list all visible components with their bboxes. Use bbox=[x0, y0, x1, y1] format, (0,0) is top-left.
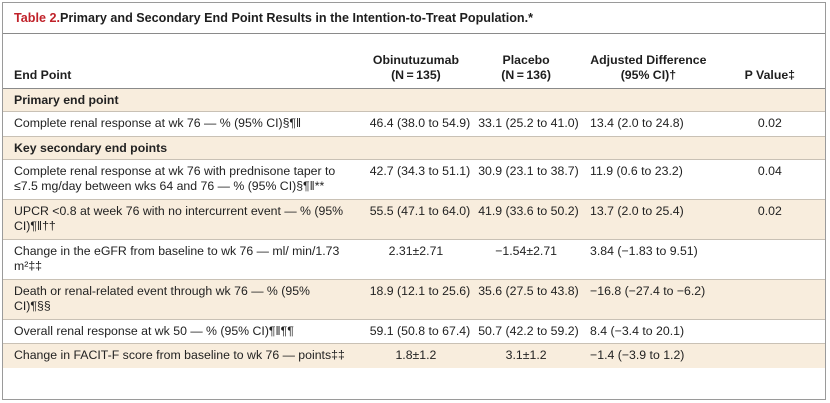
obinutuzumab-cell: 1.8±1.2 bbox=[361, 343, 471, 368]
table-row: Complete renal response at wk 76 with pr… bbox=[3, 159, 825, 200]
header-row: End Point Obinutuzumab (N = 135) Placebo… bbox=[3, 34, 825, 89]
endpoint-cell: Complete renal response at wk 76 — % (95… bbox=[3, 111, 362, 137]
endpoint-cell: Change in FACIT-F score from baseline to… bbox=[3, 343, 362, 368]
endpoint-cell: Change in the eGFR from baseline to wk 7… bbox=[3, 239, 362, 280]
header-obinutuzumab-n: (N = 135) bbox=[391, 68, 441, 82]
header-p-value: P Value‡ bbox=[744, 68, 796, 82]
header-placebo-n: (N = 136) bbox=[501, 68, 551, 82]
header-obinutuzumab-name: Obinutuzumab bbox=[372, 53, 459, 67]
header-adjusted-difference: Adjusted Difference (95% CI)† bbox=[582, 34, 715, 89]
p-value-cell bbox=[714, 279, 825, 320]
header-placebo-name: Placebo bbox=[502, 53, 550, 67]
placebo-cell: 50.7 (42.2 to 59.2) bbox=[470, 319, 583, 344]
endpoint-cell: Complete renal response at wk 76 with pr… bbox=[3, 159, 362, 200]
obinutuzumab-cell: 59.1 (50.8 to 67.4) bbox=[361, 319, 471, 344]
header-placebo: Placebo (N = 136) bbox=[470, 34, 582, 89]
table-row: Overall renal response at wk 50 — % (95%… bbox=[3, 319, 825, 344]
obinutuzumab-cell: 46.4 (38.0 to 54.9) bbox=[361, 111, 471, 137]
header-adjusted-difference-ci: (95% CI)† bbox=[620, 68, 677, 82]
table-row: Change in the eGFR from baseline to wk 7… bbox=[3, 239, 825, 280]
section-label: Key secondary end points bbox=[3, 136, 825, 160]
section-label: Primary end point bbox=[3, 88, 825, 112]
table-title: Table 2. Primary and Secondary End Point… bbox=[3, 3, 825, 34]
adjusted-difference-cell: −16.8 (−27.4 to −6.2) bbox=[582, 279, 715, 320]
results-table: End Point Obinutuzumab (N = 135) Placebo… bbox=[3, 34, 825, 368]
obinutuzumab-cell: 55.5 (47.1 to 64.0) bbox=[361, 199, 471, 240]
obinutuzumab-cell: 18.9 (12.1 to 25.6) bbox=[361, 279, 471, 320]
section-row-primary: Primary end point bbox=[3, 88, 825, 112]
adjusted-difference-cell: 13.4 (2.0 to 24.8) bbox=[582, 111, 715, 137]
table-row: Complete renal response at wk 76 — % (95… bbox=[3, 111, 825, 137]
placebo-cell: 30.9 (23.1 to 38.7) bbox=[470, 159, 583, 200]
adjusted-difference-cell: 11.9 (0.6 to 23.2) bbox=[582, 159, 715, 200]
endpoint-cell: UPCR <0.8 at week 76 with no intercurren… bbox=[3, 199, 362, 240]
p-value-cell bbox=[714, 343, 825, 368]
placebo-cell: 35.6 (27.5 to 43.8) bbox=[470, 279, 583, 320]
endpoint-cell: Overall renal response at wk 50 — % (95%… bbox=[3, 319, 362, 344]
table-row: Death or renal-related event through wk … bbox=[3, 279, 825, 320]
obinutuzumab-cell: 2.31±2.71 bbox=[361, 239, 471, 280]
adjusted-difference-cell: 3.84 (−1.83 to 9.51) bbox=[582, 239, 715, 280]
adjusted-difference-cell: −1.4 (−3.9 to 1.2) bbox=[582, 343, 715, 368]
table-title-text: Primary and Secondary End Point Results … bbox=[59, 11, 533, 25]
table-number: Table 2. bbox=[14, 11, 60, 25]
header-endpoint: End Point bbox=[14, 68, 72, 82]
p-value-cell: 0.02 bbox=[714, 111, 825, 137]
p-value-cell: 0.02 bbox=[714, 199, 825, 240]
obinutuzumab-cell: 42.7 (34.3 to 51.1) bbox=[361, 159, 471, 200]
adjusted-difference-cell: 8.4 (−3.4 to 20.1) bbox=[582, 319, 715, 344]
table-row: Change in FACIT-F score from baseline to… bbox=[3, 343, 825, 368]
p-value-cell bbox=[714, 239, 825, 280]
placebo-cell: 3.1±1.2 bbox=[470, 343, 583, 368]
endpoint-cell: Death or renal-related event through wk … bbox=[3, 279, 362, 320]
p-value-cell bbox=[714, 319, 825, 344]
table-row: UPCR <0.8 at week 76 with no intercurren… bbox=[3, 199, 825, 240]
header-obinutuzumab: Obinutuzumab (N = 135) bbox=[362, 34, 471, 89]
placebo-cell: 33.1 (25.2 to 41.0) bbox=[470, 111, 583, 137]
adjusted-difference-cell: 13.7 (2.0 to 25.4) bbox=[582, 199, 715, 240]
header-adjusted-difference-name: Adjusted Difference bbox=[590, 53, 707, 67]
placebo-cell: −1.54±2.71 bbox=[470, 239, 583, 280]
p-value-cell: 0.04 bbox=[714, 159, 825, 200]
placebo-cell: 41.9 (33.6 to 50.2) bbox=[470, 199, 583, 240]
section-row-secondary: Key secondary end points bbox=[3, 136, 825, 160]
